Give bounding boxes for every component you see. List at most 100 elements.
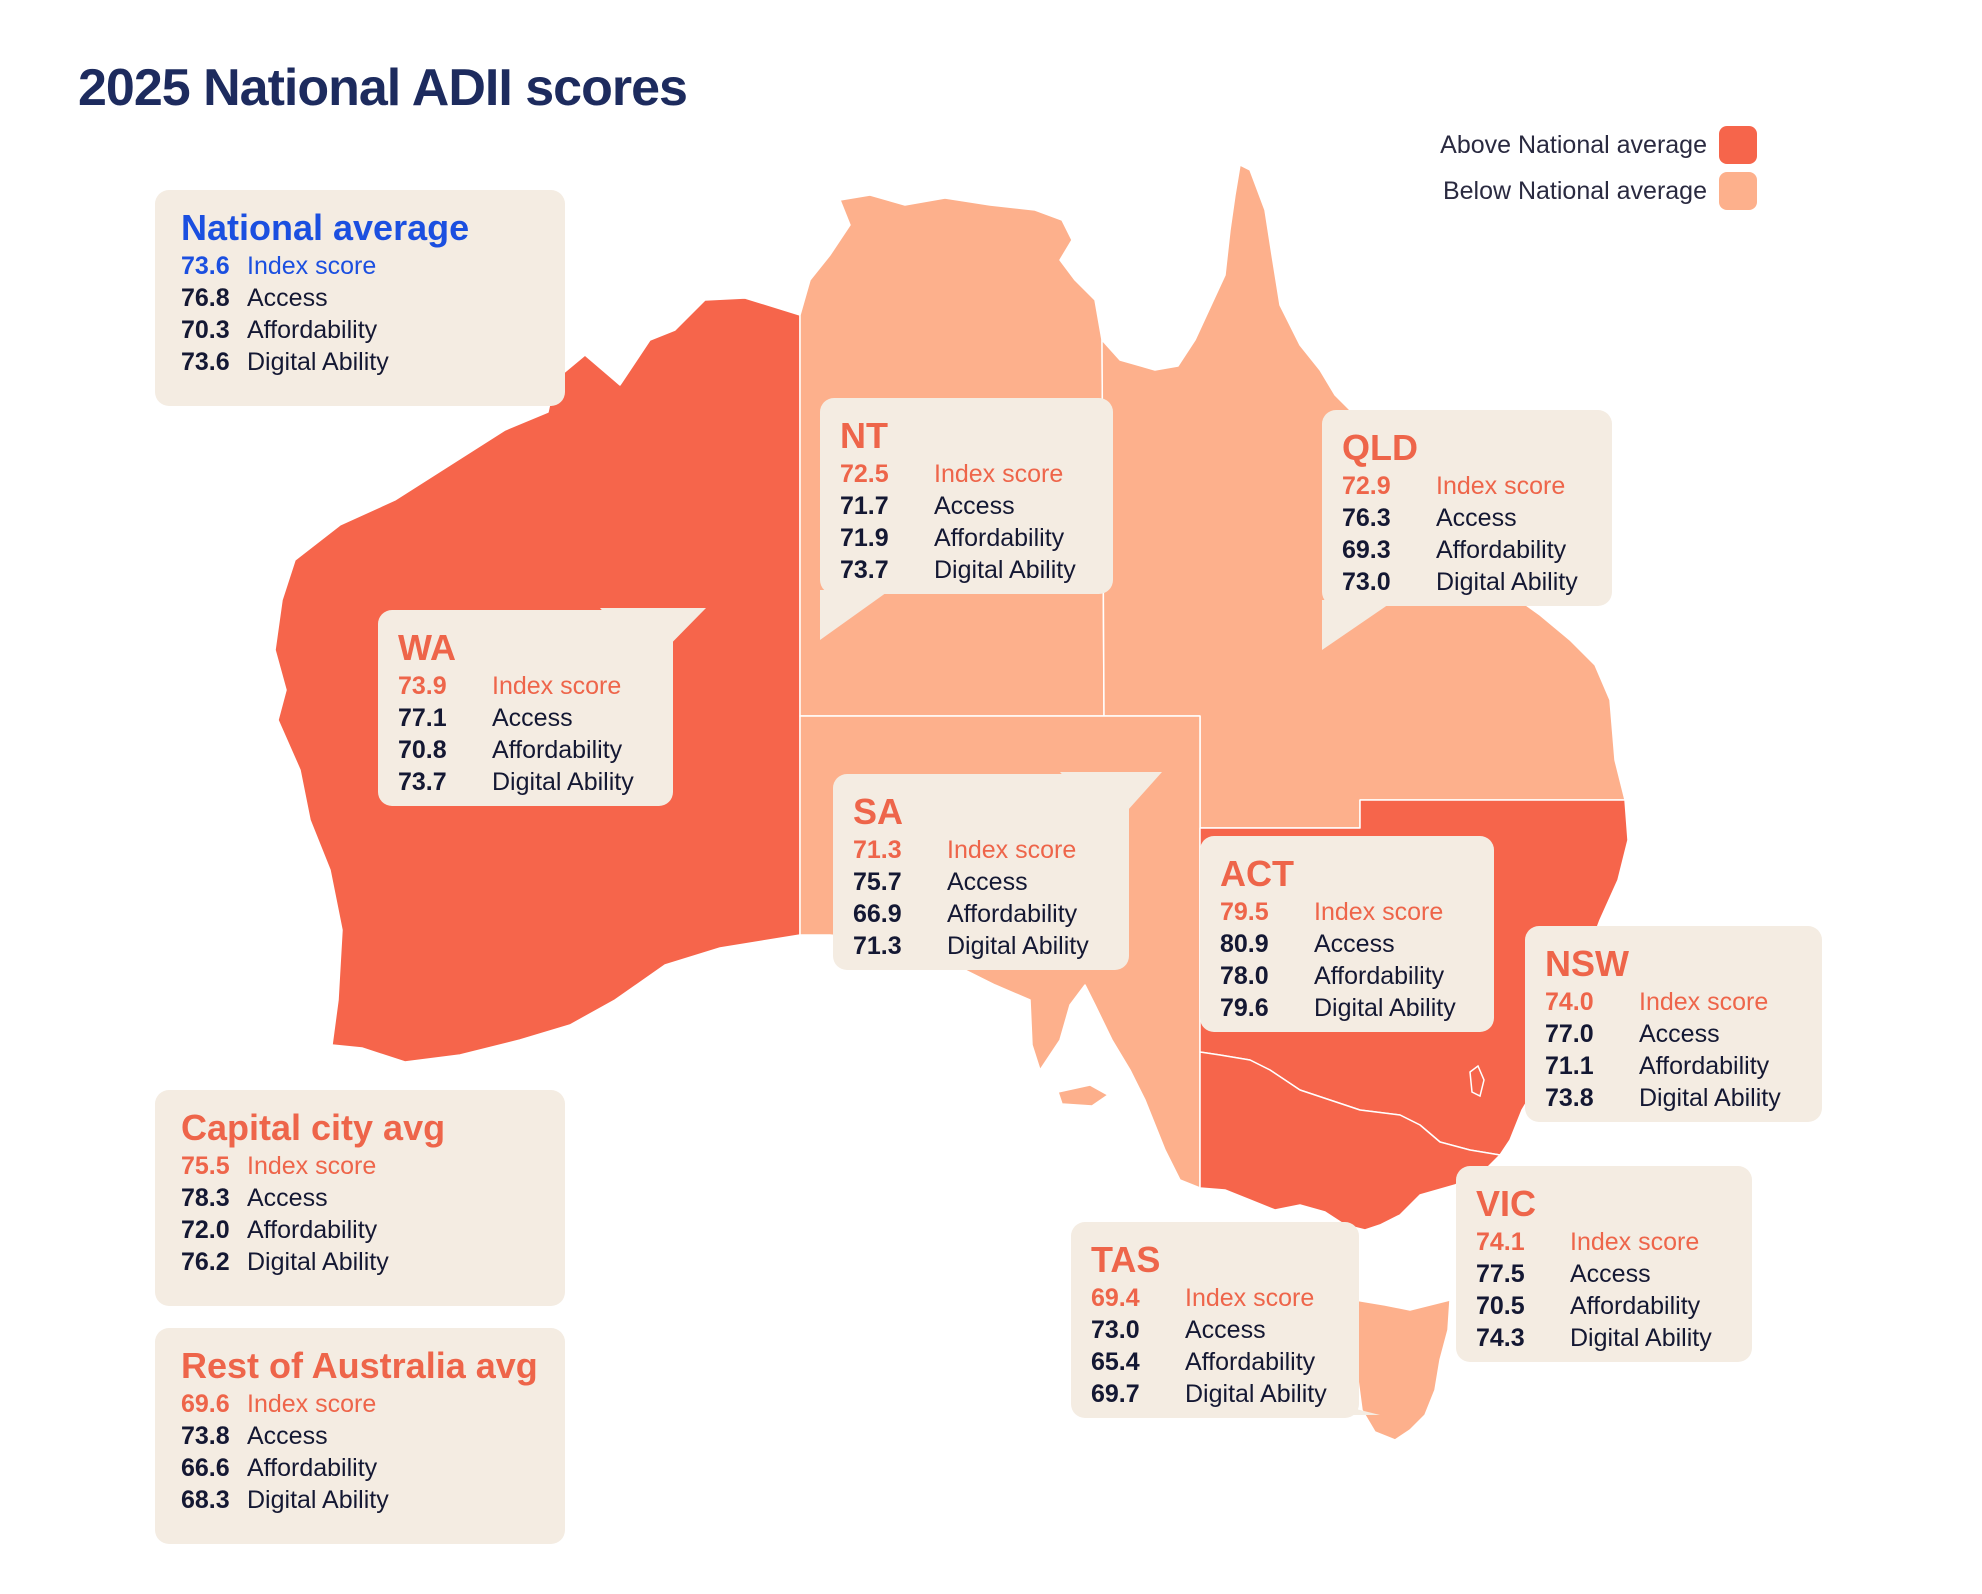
sa-affordability-label: Affordability [947, 900, 1078, 928]
national-average-title: National average [181, 207, 470, 248]
vic-digital-ability-label: Digital Ability [1570, 1324, 1712, 1352]
qld-affordability-label: Affordability [1436, 536, 1567, 564]
qld-access-value: 76.3 [1342, 504, 1391, 532]
wa-access-value: 77.1 [398, 704, 447, 732]
wa-index-label: Index score [492, 672, 622, 700]
rest-of-australia-title: Rest of Australia avg [181, 1345, 538, 1386]
tas-access-label: Access [1185, 1316, 1266, 1344]
wa-affordability-label: Affordability [492, 736, 623, 764]
national-index-value: 73.6 [181, 252, 230, 280]
nsw-digital-ability-value: 73.8 [1545, 1084, 1594, 1112]
tas-title: TAS [1091, 1239, 1161, 1280]
qld-index-value: 72.9 [1342, 472, 1391, 500]
qld-card: QLD 72.9 Index score 76.3 Access 69.3 Affor… [1322, 410, 1612, 606]
sa-index-value: 71.3 [853, 836, 902, 864]
qld-digital-ability-label: Digital Ability [1436, 568, 1578, 596]
vic-access-label: Access [1570, 1260, 1651, 1288]
tas-access-value: 73.0 [1091, 1316, 1140, 1344]
sa-card: SA 71.3 Index score 75.7 Access 66.9 Afford… [833, 774, 1129, 970]
nsw-index-label: Index score [1639, 988, 1769, 1016]
tas-index-value: 69.4 [1091, 1284, 1140, 1312]
capital-digital-ability-value: 76.2 [181, 1248, 230, 1276]
nsw-affordability-value: 71.1 [1545, 1052, 1594, 1080]
nt-card: NT 72.5 Index score 71.7 Access 71.9 Afford… [820, 398, 1113, 594]
capital-access-label: Access [247, 1184, 328, 1212]
nt-digital-ability-label: Digital Ability [934, 556, 1076, 584]
nt-access-value: 71.7 [840, 492, 889, 520]
vic-index-value: 74.1 [1476, 1228, 1525, 1256]
rest-index-label: Index score [247, 1390, 377, 1418]
act-card: ACT 79.5 Index score 80.9 Access 78.0 Affor… [1200, 836, 1494, 1032]
national-access-label: Access [247, 284, 328, 312]
wa-access-label: Access [492, 704, 573, 732]
qld-card-tail [1322, 600, 1395, 650]
nt-title: NT [840, 415, 888, 456]
act-outline [1469, 1064, 1485, 1098]
nsw-card: NSW 74.0 Index score 77.0 Access 71.1 Affor… [1525, 926, 1822, 1122]
nt-affordability-label: Affordability [934, 524, 1065, 552]
sa-title: SA [853, 791, 904, 832]
act-title: ACT [1220, 853, 1294, 894]
nsw-digital-ability-label: Digital Ability [1639, 1084, 1781, 1112]
nt-index-value: 72.5 [840, 460, 889, 488]
vic-card: VIC 74.1 Index score 77.5 Access 70.5 Affor… [1456, 1166, 1752, 1362]
legend-above-label: Above National average [1440, 130, 1707, 159]
tas-digital-ability-value: 69.7 [1091, 1380, 1140, 1408]
act-index-label: Index score [1314, 898, 1444, 926]
capital-affordability-value: 72.0 [181, 1216, 230, 1244]
capital-index-label: Index score [247, 1152, 377, 1180]
sa-access-label: Access [947, 868, 1028, 896]
capital-city-title: Capital city avg [181, 1107, 446, 1148]
capital-index-value: 75.5 [181, 1152, 230, 1180]
national-access-value: 76.8 [181, 284, 230, 312]
vic-access-value: 77.5 [1476, 1260, 1525, 1288]
legend-below-label: Below National average [1442, 176, 1707, 205]
qld-index-label: Index score [1436, 472, 1566, 500]
act-digital-ability-value: 79.6 [1220, 994, 1269, 1022]
act-index-value: 79.5 [1220, 898, 1269, 926]
capital-access-value: 78.3 [181, 1184, 230, 1212]
sa-index-label: Index score [947, 836, 1077, 864]
page-title: 2025 National ADII scores [78, 59, 688, 117]
national-affordability-value: 70.3 [181, 316, 230, 344]
national-digital-ability-label: Digital Ability [247, 348, 389, 376]
wa-title: WA [398, 627, 456, 668]
national-digital-ability-value: 73.6 [181, 348, 230, 376]
nt-affordability-value: 71.9 [840, 524, 889, 552]
rest-affordability-value: 66.6 [181, 1454, 230, 1482]
vic-affordability-value: 70.5 [1476, 1292, 1525, 1320]
vic-affordability-label: Affordability [1570, 1292, 1701, 1320]
nt-access-label: Access [934, 492, 1015, 520]
nt-digital-ability-value: 73.7 [840, 556, 889, 584]
legend-above-swatch [1719, 126, 1757, 164]
rest-affordability-label: Affordability [247, 1454, 378, 1482]
island-kangaroo [1057, 1084, 1109, 1107]
legend-below: Below National average [1443, 172, 1757, 210]
tas-affordability-value: 65.4 [1091, 1348, 1140, 1376]
nsw-access-value: 77.0 [1545, 1020, 1594, 1048]
sa-access-value: 75.7 [853, 868, 902, 896]
capital-city-card: Capital city avg 75.5 Index score 78.3 Acc… [155, 1090, 565, 1306]
qld-affordability-value: 69.3 [1342, 536, 1391, 564]
wa-digital-ability-value: 73.7 [398, 768, 447, 796]
rest-access-value: 73.8 [181, 1422, 230, 1450]
vic-title: VIC [1476, 1183, 1537, 1224]
wa-digital-ability-label: Digital Ability [492, 768, 634, 796]
national-index-label: Index score [247, 252, 377, 280]
wa-card: WA 73.9 Index score 77.1 Access 70.8 Afford… [378, 610, 673, 806]
region-tas [1351, 1299, 1451, 1441]
act-affordability-value: 78.0 [1220, 962, 1269, 990]
rest-access-label: Access [247, 1422, 328, 1450]
vic-index-label: Index score [1570, 1228, 1700, 1256]
tas-affordability-label: Affordability [1185, 1348, 1316, 1376]
tas-index-label: Index score [1185, 1284, 1315, 1312]
rest-of-australia-card: Rest of Australia avg 69.6 Index score 73… [155, 1328, 565, 1544]
act-access-value: 80.9 [1220, 930, 1269, 958]
rest-index-value: 69.6 [181, 1390, 230, 1418]
national-average-card: National average 73.6 Index score 76.8 Acc… [155, 190, 565, 406]
legend-below-swatch [1719, 172, 1757, 210]
nt-card-tail [820, 590, 890, 640]
national-affordability-label: Affordability [247, 316, 378, 344]
wa-index-value: 73.9 [398, 672, 447, 700]
qld-digital-ability-value: 73.0 [1342, 568, 1391, 596]
